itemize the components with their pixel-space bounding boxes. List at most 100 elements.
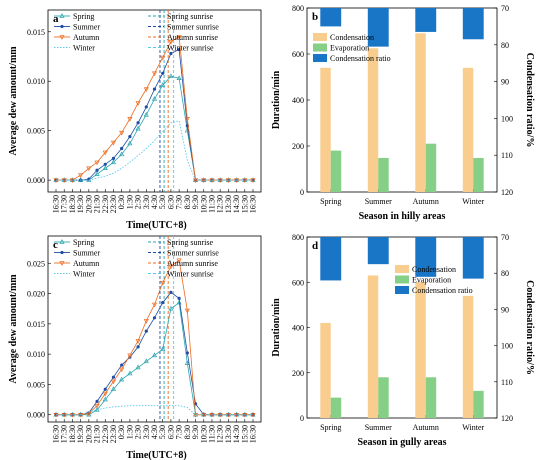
x-axis-label: Time(UTC+8) (126, 450, 187, 460)
x-tick-label: 12:30 (216, 195, 225, 213)
data-point-spring (127, 140, 133, 146)
legend-label: Condensation (330, 33, 374, 42)
legend-label: Summer (73, 23, 100, 32)
x-tick-label: 16:30 (52, 195, 61, 213)
data-point-summer (95, 399, 99, 404)
data-point-autumn (151, 71, 158, 77)
data-point-autumn (176, 34, 182, 40)
data-point-spring (184, 360, 190, 365)
x-tick-label: 15:30 (240, 195, 249, 213)
data-point-spring (127, 370, 133, 376)
series-line-summer (56, 48, 253, 181)
panel-label: b (312, 11, 318, 23)
data-point-autumn (135, 339, 141, 344)
data-point-spring (119, 376, 125, 382)
data-point-summer (169, 51, 173, 56)
y2-tick-label: 80 (501, 41, 509, 50)
legend-label: Summer sunrise (167, 23, 219, 32)
x-tick-label: 12:30 (216, 425, 225, 443)
bar-condensation-ratio (415, 8, 437, 32)
y-tick-label: 600 (292, 50, 304, 59)
x-tick-label: 11:30 (207, 195, 216, 213)
x-tick-label: 5:30 (158, 425, 167, 439)
y2-tick-label: 110 (501, 378, 513, 387)
bar-condensation (367, 275, 379, 418)
data-point-autumn (184, 117, 190, 122)
data-point-summer (103, 387, 107, 391)
data-point-summer (161, 301, 165, 305)
x-tick-label: 6:30 (166, 425, 175, 439)
data-point-autumn (168, 264, 174, 270)
x-tick-label: 2:30 (134, 425, 143, 439)
legend-label: Spring (73, 238, 94, 247)
x-tick-label: 19:30 (76, 195, 85, 213)
x-axis-label: Time(UTC+8) (126, 220, 187, 231)
bar-condensation (462, 295, 474, 418)
data-point-summer (177, 47, 181, 52)
x-tick-label: 23:30 (109, 195, 118, 213)
series-line-autumn (56, 259, 253, 416)
data-point-autumn (78, 412, 84, 418)
y-axis-label: Average dew amount/mm (8, 274, 19, 384)
bar-condensation-ratio (367, 237, 389, 265)
y-tick-label: 400 (292, 324, 304, 333)
x-axis-label: Season in hilly areas (359, 211, 446, 222)
data-point-autumn (110, 379, 117, 385)
legend-swatch-evaporation (313, 43, 327, 52)
y-tick-label: 800 (292, 233, 304, 242)
bar-condensation-ratio (462, 237, 484, 279)
data-point-summer (144, 105, 148, 109)
x-tick-label: Winter (462, 423, 484, 432)
data-point-autumn (127, 353, 133, 359)
data-point-spring (176, 299, 182, 305)
x-tick-label: 0:30 (117, 425, 126, 439)
series-line-autumn (56, 36, 253, 181)
x-tick-label: 16:30 (249, 195, 258, 213)
bar-condensation-ratio (320, 237, 342, 281)
legend-label: Evaporation (330, 44, 369, 53)
data-point-spring (110, 386, 117, 392)
panel-label: d (312, 240, 318, 252)
data-point-summer (111, 375, 116, 379)
bar-evaporation (473, 157, 484, 192)
data-point-spring (110, 159, 117, 165)
data-point-autumn (94, 160, 100, 166)
x-tick-label: 3:30 (142, 425, 151, 439)
x-tick-label: 8:30 (183, 195, 192, 209)
y2-tick-label: 120 (501, 414, 513, 423)
data-point-spring (102, 396, 108, 402)
data-point-spring (135, 125, 141, 131)
data-point-summer (128, 135, 132, 139)
x-tick-label: 1:30 (125, 195, 134, 209)
x-tick-label: 22:30 (101, 425, 110, 443)
data-point-autumn (209, 412, 215, 418)
y-tick-label: 0 (300, 188, 304, 197)
data-point-autumn (160, 280, 166, 286)
x-tick-label: Spring (320, 423, 341, 432)
x-tick-label: 16:30 (52, 425, 61, 443)
bar-condensation-ratio (320, 8, 342, 27)
legend-marker-autumn (59, 261, 65, 266)
x-tick-label: 9:30 (191, 195, 200, 209)
legend-label: Evaporation (412, 276, 451, 285)
y2-tick-label: 70 (501, 4, 509, 13)
data-point-autumn (184, 308, 190, 314)
data-point-autumn (143, 319, 149, 324)
data-point-spring (143, 111, 149, 117)
x-tick-label: 6:30 (166, 195, 175, 209)
bar-panel-b: b 0 200 400 600 800 70 80 90 100 110 120 Spring Summe… (271, 4, 535, 222)
y2-tick-label: 100 (501, 342, 513, 351)
data-point-autumn (233, 178, 240, 184)
data-point-summer (185, 351, 189, 355)
bar-panel-d: d 0 200 400 600 800 70 80 90 100 110 120 Spring Summe… (271, 233, 535, 448)
legend-label: Autumn sunrise (167, 33, 218, 42)
y2-tick-label: 70 (501, 233, 509, 242)
y-tick-label: 0.025 (27, 259, 45, 268)
bar-evaporation (378, 377, 389, 418)
y2-tick-label: 120 (501, 188, 513, 197)
data-point-autumn (102, 391, 108, 397)
